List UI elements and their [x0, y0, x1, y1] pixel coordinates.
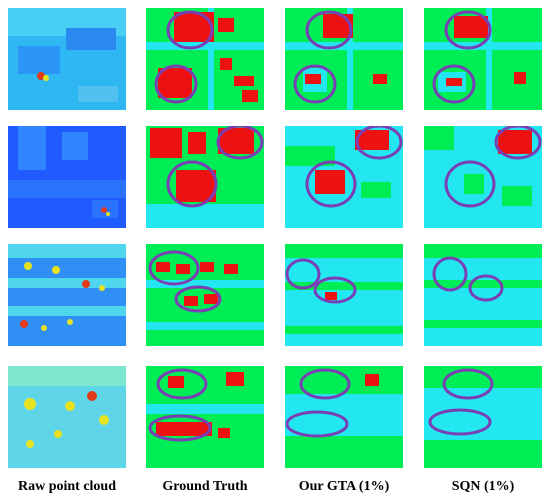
- label-raw-point-cloud: Raw point cloud: [17, 479, 117, 494]
- label-sqn: SQN (1%): [451, 479, 515, 494]
- gta-prediction-tile-row3: [285, 244, 403, 346]
- ground-truth-tile-row4: [146, 366, 264, 468]
- sqn-prediction-tile-row4: [424, 366, 542, 468]
- sqn-prediction-tile-row2: [424, 126, 542, 228]
- ground-truth-tile-row3: [146, 244, 264, 346]
- raw-point-cloud-tile-row1: [8, 8, 126, 110]
- raw-point-cloud-tile-row4: [8, 366, 126, 468]
- label-ground-truth: Ground Truth: [162, 479, 248, 494]
- raw-point-cloud-tile-row3: [8, 244, 126, 346]
- sqn-prediction-tile-row3: [424, 244, 542, 346]
- label-our-gta: Our GTA (1%): [298, 479, 390, 494]
- sqn-prediction-tile-row1: [424, 8, 542, 110]
- ground-truth-tile-row1: [146, 8, 264, 110]
- ground-truth-tile-row2: [146, 126, 264, 228]
- gta-prediction-tile-row4: [285, 366, 403, 468]
- gta-prediction-tile-row2: [285, 126, 403, 228]
- gta-prediction-tile-row1: [285, 8, 403, 110]
- raw-point-cloud-tile-row2: [8, 126, 126, 228]
